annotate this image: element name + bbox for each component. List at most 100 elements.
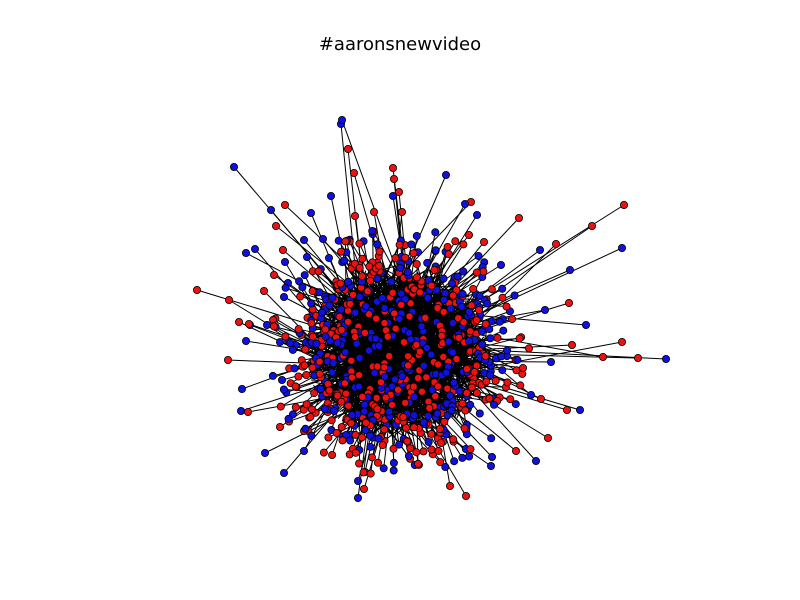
network-node xyxy=(415,288,424,297)
network-node xyxy=(502,302,511,311)
network-node xyxy=(279,292,288,301)
network-node xyxy=(439,352,448,361)
network-node xyxy=(493,333,502,342)
network-node xyxy=(525,344,534,353)
network-node xyxy=(427,445,436,454)
network-edge xyxy=(282,249,396,347)
network-node xyxy=(294,372,303,381)
network-node xyxy=(278,245,287,254)
network-node xyxy=(469,284,478,293)
network-node xyxy=(307,299,316,308)
network-node xyxy=(459,267,468,276)
network-node xyxy=(355,371,364,380)
network-node xyxy=(458,399,467,408)
network-node xyxy=(519,363,528,372)
network-node xyxy=(348,290,357,299)
network-node xyxy=(474,251,483,260)
network-node xyxy=(406,299,415,308)
network-node xyxy=(537,394,546,403)
network-edge xyxy=(254,248,359,370)
network-node xyxy=(412,260,421,269)
network-node xyxy=(422,343,431,352)
network-node xyxy=(236,406,245,415)
network-node xyxy=(399,338,408,347)
network-node xyxy=(435,424,444,433)
network-node xyxy=(357,272,366,281)
network-node xyxy=(378,294,387,303)
network-node xyxy=(385,352,394,361)
network-node xyxy=(516,381,525,390)
network-node xyxy=(380,425,389,434)
network-node xyxy=(340,379,349,388)
network-node xyxy=(375,261,384,270)
network-node xyxy=(427,429,436,438)
network-node xyxy=(458,453,467,462)
network-node xyxy=(329,358,338,367)
network-node xyxy=(465,452,474,461)
network-node xyxy=(380,363,389,372)
network-node xyxy=(544,433,553,442)
network-node xyxy=(388,191,397,200)
network-node xyxy=(461,491,470,500)
network-node xyxy=(389,466,398,475)
network-edge xyxy=(400,225,593,358)
network-node xyxy=(472,388,481,397)
network-edge xyxy=(272,319,386,385)
network-node xyxy=(300,361,309,370)
network-node xyxy=(280,257,289,266)
network-node xyxy=(315,288,324,297)
network-node xyxy=(260,448,269,457)
network-node xyxy=(388,400,397,409)
network-node xyxy=(434,446,443,455)
network-node xyxy=(395,314,404,323)
network-node xyxy=(307,405,316,414)
network-node xyxy=(536,245,545,254)
network-node xyxy=(434,382,443,391)
network-node xyxy=(361,418,370,427)
network-node xyxy=(275,422,284,431)
network-node xyxy=(422,373,431,382)
network-node xyxy=(459,318,468,327)
network-node xyxy=(391,324,400,333)
network-node xyxy=(342,430,351,439)
network-node xyxy=(397,207,406,216)
network-node xyxy=(281,283,290,292)
network-node xyxy=(286,339,295,348)
network-node xyxy=(510,291,519,300)
network-node xyxy=(401,253,410,262)
network-node xyxy=(360,400,369,409)
network-node xyxy=(478,340,487,349)
network-node xyxy=(417,387,426,396)
network-node xyxy=(351,448,360,457)
network-node xyxy=(404,451,413,460)
network-node xyxy=(352,339,361,348)
network-node xyxy=(389,458,398,467)
network-node xyxy=(439,274,448,283)
network-node xyxy=(419,447,428,456)
network-node xyxy=(361,302,370,311)
network-node xyxy=(296,292,305,301)
network-node xyxy=(346,299,355,308)
network-node xyxy=(321,325,330,334)
network-node xyxy=(314,267,323,276)
network-node xyxy=(552,239,561,248)
network-node xyxy=(427,350,436,359)
network-node xyxy=(266,205,275,214)
network-node xyxy=(449,378,458,387)
network-node xyxy=(405,312,414,321)
network-node xyxy=(541,305,550,314)
network-node xyxy=(498,366,507,375)
network-node xyxy=(582,320,591,329)
network-node xyxy=(365,262,374,271)
network-node xyxy=(321,332,330,341)
network-node xyxy=(344,317,353,326)
network-node xyxy=(412,340,421,349)
network-node xyxy=(466,400,475,409)
network-node xyxy=(279,385,288,394)
network-node xyxy=(443,384,452,393)
network-node xyxy=(497,352,506,361)
network-node xyxy=(325,386,334,395)
network-node xyxy=(466,327,475,336)
